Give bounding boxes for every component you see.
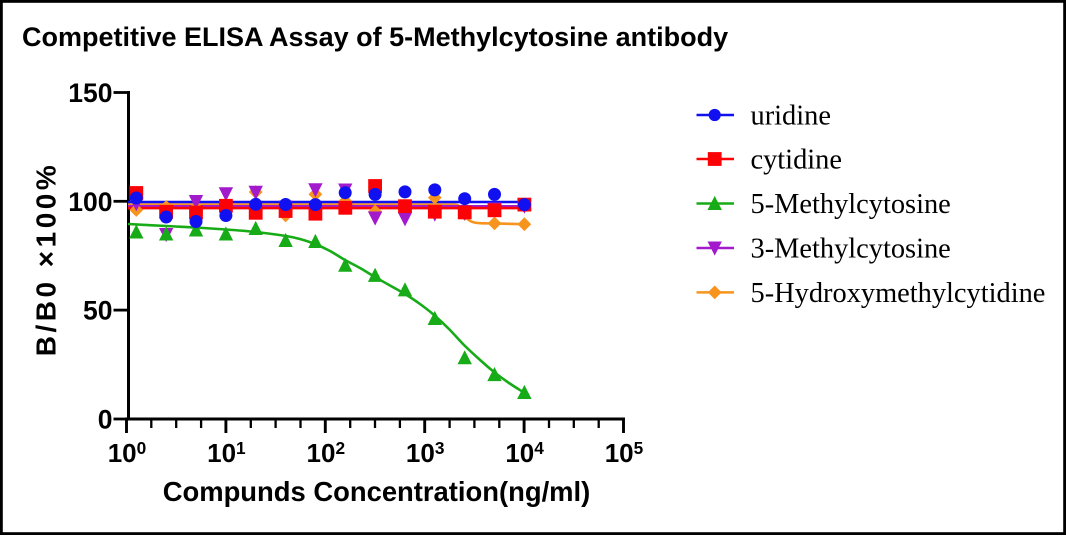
svg-text:50: 50	[83, 296, 112, 326]
svg-text:Competitive ELISA Assay of 5-M: Competitive ELISA Assay of 5-Methylcytos…	[22, 22, 728, 52]
svg-text:cytidine: cytidine	[751, 145, 842, 176]
svg-text:100: 100	[108, 438, 147, 468]
svg-text:B/B0 ×100%: B/B0 ×100%	[31, 162, 62, 357]
svg-text:5-Methylcytosine: 5-Methylcytosine	[751, 189, 951, 220]
svg-text:uridine: uridine	[751, 101, 831, 132]
svg-text:5-Hydroxymethylcytidine: 5-Hydroxymethylcytidine	[751, 278, 1046, 309]
svg-text:3-Methylcytosine: 3-Methylcytosine	[751, 234, 951, 265]
svg-text:Compunds Concentration(ng/ml): Compunds Concentration(ng/ml)	[163, 476, 591, 507]
svg-text:100: 100	[68, 187, 112, 217]
svg-text:0: 0	[98, 405, 113, 435]
svg-text:150: 150	[68, 78, 112, 108]
